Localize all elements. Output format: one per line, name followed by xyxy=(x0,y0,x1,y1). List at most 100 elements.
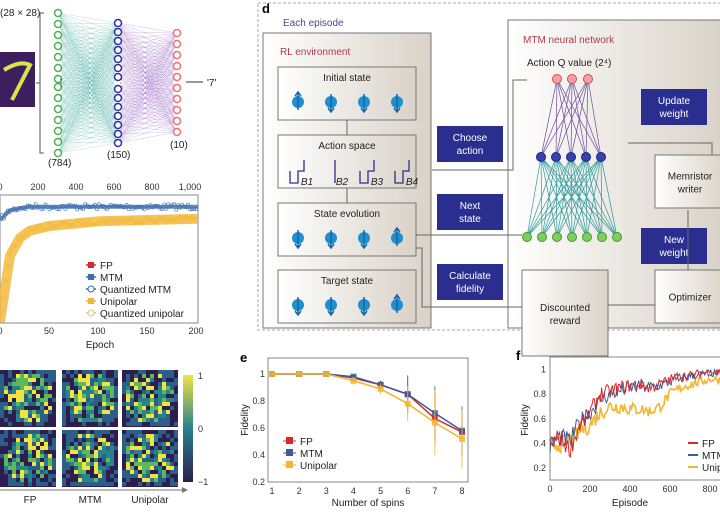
heatmap-cell xyxy=(158,434,162,438)
heatmap-cell xyxy=(130,422,134,426)
heatmap-cell xyxy=(138,450,142,454)
data-point xyxy=(152,204,157,208)
data-point xyxy=(59,204,64,208)
heatmap-cell xyxy=(24,450,28,454)
heatmap-cell xyxy=(110,406,114,410)
heatmap-cell xyxy=(74,406,78,410)
connection xyxy=(571,78,602,158)
connection xyxy=(117,40,178,45)
heatmap-cell xyxy=(20,450,24,454)
series-unipolar xyxy=(269,371,465,469)
heatmap-cell xyxy=(126,378,130,382)
connection xyxy=(57,58,119,69)
heatmap-cell xyxy=(0,434,4,438)
mtm-network-graph xyxy=(522,74,622,242)
heatmap-cell xyxy=(0,414,4,418)
data-point xyxy=(77,218,82,223)
layer-label-784: (784) xyxy=(48,158,71,169)
heatmap-cell xyxy=(82,450,86,454)
heatmap-cell xyxy=(154,462,158,466)
heatmap-cell xyxy=(62,450,66,454)
heatmap-cell xyxy=(4,382,8,386)
heatmap-cell xyxy=(66,478,70,482)
heatmap-cell xyxy=(170,402,174,406)
heatmap-cell xyxy=(134,470,138,474)
heatmap-cell xyxy=(48,478,52,482)
heatmap-cell xyxy=(106,458,110,462)
heatmap-cell xyxy=(122,454,126,458)
heatmap-cell xyxy=(20,390,24,394)
heatmap-cell xyxy=(24,398,28,402)
pulse-icon xyxy=(359,160,375,184)
heatmap-cell xyxy=(20,482,24,486)
data-point xyxy=(188,215,192,220)
neuron xyxy=(172,127,182,137)
heatmap-cell xyxy=(114,378,118,382)
x-tick-label: 200 xyxy=(582,484,597,494)
neuron xyxy=(53,63,63,73)
heatmap-cell xyxy=(170,442,174,446)
heatmap-cell xyxy=(94,454,98,458)
heatmap-cell xyxy=(122,410,126,414)
heatmap-cell xyxy=(90,434,94,438)
heatmap-cell xyxy=(48,458,52,462)
heatmap-cell xyxy=(0,402,4,406)
heatmap-cell xyxy=(170,382,174,386)
data-point xyxy=(4,279,8,283)
heatmap-cell xyxy=(126,398,130,402)
heatmap-cell xyxy=(52,438,56,442)
heatmap-cell xyxy=(174,410,178,414)
heatmap-cell xyxy=(62,394,66,398)
connection xyxy=(117,32,178,126)
spin-down-arrow-icon xyxy=(294,297,302,317)
heatmap-cell xyxy=(98,410,102,414)
heatmap-cell xyxy=(86,370,90,374)
heatmap-cell xyxy=(150,414,154,418)
heatmap-cell xyxy=(52,418,56,422)
heatmap-cell xyxy=(154,478,158,482)
heatmap-cell xyxy=(126,374,130,378)
heatmap-cell xyxy=(114,478,118,482)
heatmap-cell xyxy=(36,466,40,470)
heatmap-cell xyxy=(24,406,28,410)
heatmap-cell xyxy=(126,434,130,438)
heatmap-cell xyxy=(40,398,44,402)
y-tick-label: 0.2 xyxy=(252,477,265,487)
data-point xyxy=(172,219,177,223)
heatmap-cell xyxy=(142,414,146,418)
heatmap-cell xyxy=(158,450,162,454)
neuron xyxy=(53,52,63,62)
heatmap-cell xyxy=(126,466,130,470)
heatmap-cell xyxy=(162,470,166,474)
heatmap-cell xyxy=(98,450,102,454)
heatmap-cell xyxy=(32,370,36,374)
x-axis-label: Epoch xyxy=(86,340,114,351)
connection xyxy=(57,88,119,132)
heatmap-cell xyxy=(82,398,86,402)
heatmap-cell xyxy=(66,482,70,486)
heatmap-cell xyxy=(20,378,24,382)
heatmap-cell xyxy=(0,410,4,414)
heatmap-cell xyxy=(150,446,154,450)
heatmap-cell xyxy=(78,414,82,418)
connection xyxy=(57,31,119,121)
heatmap-cell xyxy=(82,462,86,466)
heatmap-cell xyxy=(122,398,126,402)
heatmap-cell xyxy=(166,394,170,398)
connection xyxy=(117,32,178,78)
heatmap-cell xyxy=(20,394,24,398)
heatmap-cell xyxy=(122,422,126,426)
heatmap-cell xyxy=(86,394,90,398)
legend-label: MTM xyxy=(702,451,720,462)
connection xyxy=(57,78,119,126)
connection xyxy=(57,31,119,143)
connection xyxy=(57,67,119,126)
output-neuron xyxy=(567,74,577,84)
state-evolution-box: State evolution xyxy=(277,202,417,257)
heatmap-cell xyxy=(24,458,28,462)
heatmap-cell xyxy=(94,402,98,406)
heatmap-cell xyxy=(8,438,12,442)
heatmap-cell xyxy=(74,394,78,398)
connection xyxy=(117,87,178,144)
heatmap-cell xyxy=(44,442,48,446)
